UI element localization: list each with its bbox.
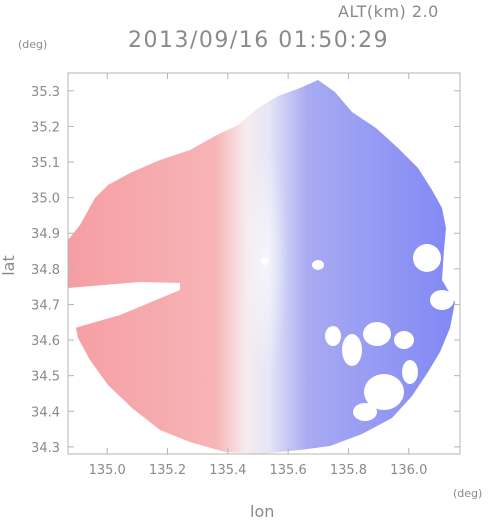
y-tick-label: 35.0 (31, 192, 60, 207)
y-tick-label: 35.3 (31, 85, 60, 100)
no-echo-spots (312, 244, 454, 421)
x-tick-label: 135.8 (330, 463, 367, 478)
no-echo-gap (68, 282, 180, 330)
x-axis: 135.0 135.2 135.4 135.6 135.8 136.0 (89, 73, 427, 478)
echo-field (68, 80, 455, 454)
plot-frame (67, 72, 461, 455)
y-tick-label: 35.1 (31, 156, 60, 171)
y-tick-label: 34.5 (31, 370, 60, 385)
x-axis-unit: (deg) (453, 487, 483, 500)
y-tick-label: 35.2 (31, 120, 60, 135)
x-tick-label: 135.0 (89, 463, 126, 478)
y-tick-label: 34.3 (31, 441, 60, 456)
radar-site-marker (261, 257, 269, 265)
chart-title: 2013/09/16 01:50:29 (128, 28, 390, 53)
y-axis-label: lat (0, 255, 18, 276)
y-tick-label: 34.6 (31, 334, 60, 349)
x-tick-label: 135.4 (209, 463, 246, 478)
y-tick-label: 34.8 (31, 263, 60, 278)
y-tick-label: 34.9 (31, 227, 60, 242)
x-tick-label: 135.2 (149, 463, 186, 478)
y-axis: 34.3 34.4 34.5 34.6 34.7 34.8 34.9 35.0 35.1 35.2… (31, 85, 460, 456)
y-tick-label: 34.4 (31, 405, 60, 420)
y-tick-label: 34.7 (31, 298, 60, 313)
y-axis-unit: (deg) (18, 38, 48, 51)
x-tick-label: 136.0 (390, 463, 427, 478)
altitude-label: ALT(km) 2.0 (338, 2, 439, 21)
x-tick-label: 135.6 (270, 463, 307, 478)
x-axis-label: lon (250, 502, 275, 521)
